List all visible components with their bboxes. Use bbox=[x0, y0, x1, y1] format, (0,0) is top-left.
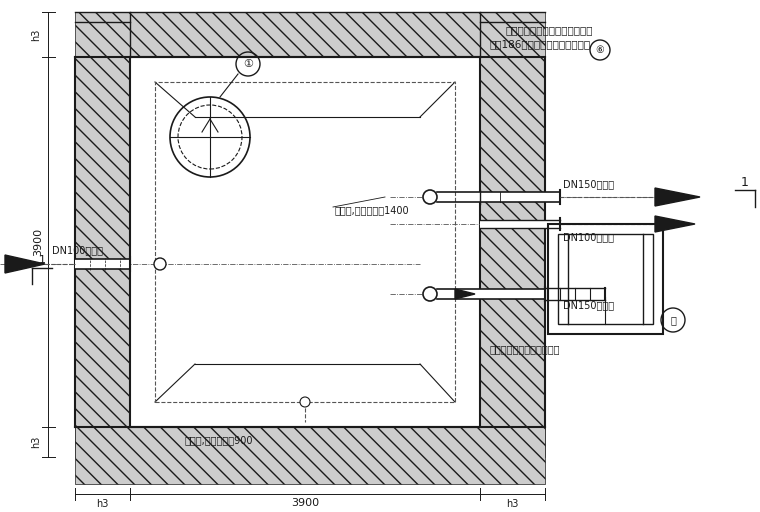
Text: DN100进水管: DN100进水管 bbox=[52, 245, 103, 255]
Text: 3900: 3900 bbox=[291, 498, 319, 508]
Text: ⑮: ⑮ bbox=[670, 315, 676, 325]
Text: 顶板预留水位传示装置孔，做法: 顶板预留水位传示装置孔，做法 bbox=[505, 25, 593, 35]
Text: 1: 1 bbox=[741, 176, 749, 188]
Polygon shape bbox=[5, 255, 45, 273]
Bar bbox=[75, 12, 545, 57]
Bar bbox=[155, 82, 455, 402]
Bar bbox=[437, 289, 545, 299]
Polygon shape bbox=[655, 216, 695, 232]
Text: 见第186页，安装要求详见总说明: 见第186页，安装要求详见总说明 bbox=[490, 39, 591, 49]
Text: 尺寸根据工程具体情况决定: 尺寸根据工程具体情况决定 bbox=[490, 344, 560, 354]
Text: h3: h3 bbox=[96, 499, 108, 509]
Text: ①: ① bbox=[243, 59, 253, 69]
Bar bbox=[480, 220, 560, 228]
Bar bbox=[75, 57, 130, 457]
Text: DN150出水管: DN150出水管 bbox=[563, 179, 614, 189]
Text: DN100滤水管: DN100滤水管 bbox=[563, 232, 614, 242]
Text: DN150溢水管: DN150溢水管 bbox=[563, 300, 614, 310]
Text: 3900: 3900 bbox=[33, 228, 43, 256]
Text: h3: h3 bbox=[31, 436, 41, 448]
Text: 通风管,高出覆土面1400: 通风管,高出覆土面1400 bbox=[335, 205, 410, 215]
Text: h3: h3 bbox=[506, 499, 518, 509]
Circle shape bbox=[300, 397, 310, 407]
Bar bbox=[75, 427, 545, 484]
Text: ⑥: ⑥ bbox=[596, 45, 604, 55]
Bar bbox=[480, 57, 545, 457]
Polygon shape bbox=[455, 289, 475, 299]
Polygon shape bbox=[655, 188, 700, 206]
Bar bbox=[130, 57, 480, 427]
Text: h3: h3 bbox=[31, 29, 41, 41]
Bar bbox=[558, 234, 653, 324]
Bar bbox=[548, 224, 663, 334]
Bar bbox=[75, 259, 130, 269]
Circle shape bbox=[423, 287, 437, 301]
Circle shape bbox=[154, 258, 166, 270]
Circle shape bbox=[423, 190, 437, 204]
Bar bbox=[437, 192, 560, 202]
Text: 1: 1 bbox=[39, 255, 46, 265]
Text: 通风管,高出覆土面900: 通风管,高出覆土面900 bbox=[185, 435, 254, 445]
